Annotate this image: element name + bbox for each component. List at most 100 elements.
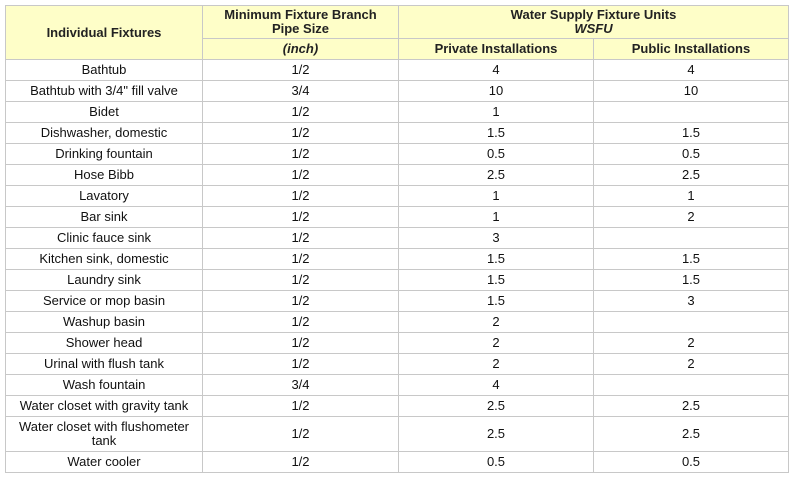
header-pipe-unit: (inch) <box>202 38 399 60</box>
cell-fixture: Shower head <box>5 332 203 354</box>
table-row: Water closet with gravity tank 1/2 2.5 2.5 <box>5 395 789 417</box>
cell-private-wsfu: 2 <box>398 353 594 375</box>
table-row: Bathtub with 3/4" fill valve 3/4 10 10 <box>5 80 789 102</box>
cell-private-wsfu: 10 <box>398 80 594 102</box>
cell-fixture: Dishwasher, domestic <box>5 122 203 144</box>
cell-public-wsfu: 0.5 <box>593 451 789 473</box>
table-row: Water closet with flushometer tank 1/2 2.5… <box>5 416 789 452</box>
cell-private-wsfu: 1.5 <box>398 290 594 312</box>
table-row: Bidet 1/2 1 <box>5 101 789 123</box>
table-row: Wash fountain 3/4 4 <box>5 374 789 396</box>
header-wsfu-line1: Water Supply Fixture Units <box>510 7 677 22</box>
cell-pipe-size: 1/2 <box>202 206 399 228</box>
cell-fixture: Water closet with gravity tank <box>5 395 203 417</box>
cell-pipe-size: 3/4 <box>202 374 399 396</box>
cell-fixture: Bathtub <box>5 59 203 81</box>
table-row: Shower head 1/2 2 2 <box>5 332 789 354</box>
header-public-installations: Public Installations <box>593 38 789 60</box>
cell-fixture: Laundry sink <box>5 269 203 291</box>
cell-private-wsfu: 2 <box>398 311 594 333</box>
cell-public-wsfu <box>593 311 789 333</box>
cell-private-wsfu: 1.5 <box>398 122 594 144</box>
cell-pipe-size: 1/2 <box>202 269 399 291</box>
cell-public-wsfu: 10 <box>593 80 789 102</box>
cell-public-wsfu: 3 <box>593 290 789 312</box>
cell-private-wsfu: 4 <box>398 59 594 81</box>
cell-public-wsfu: 1.5 <box>593 269 789 291</box>
cell-private-wsfu: 1 <box>398 206 594 228</box>
cell-public-wsfu: 2 <box>593 332 789 354</box>
cell-private-wsfu: 0.5 <box>398 451 594 473</box>
cell-private-wsfu: 2.5 <box>398 164 594 186</box>
cell-pipe-size: 3/4 <box>202 80 399 102</box>
cell-public-wsfu <box>593 227 789 249</box>
header-min-branch-pipe-size: Minimum Fixture Branch Pipe Size <box>202 5 399 39</box>
cell-public-wsfu: 2.5 <box>593 164 789 186</box>
cell-private-wsfu: 2.5 <box>398 416 594 452</box>
header-pipe-line1: Minimum Fixture Branch <box>224 7 377 22</box>
cell-public-wsfu: 2 <box>593 353 789 375</box>
cell-pipe-size: 1/2 <box>202 101 399 123</box>
cell-private-wsfu: 1 <box>398 101 594 123</box>
cell-fixture: Lavatory <box>5 185 203 207</box>
cell-fixture: Kitchen sink, domestic <box>5 248 203 270</box>
table-container: Individual Fixtures Minimum Fixture Bran… <box>5 5 789 473</box>
cell-public-wsfu: 2 <box>593 206 789 228</box>
cell-fixture: Bathtub with 3/4" fill valve <box>5 80 203 102</box>
table-body: Bathtub 1/2 4 4 Bathtub with 3/4" fill valve… <box>5 59 789 473</box>
table-row: Dishwasher, domestic 1/2 1.5 1.5 <box>5 122 789 144</box>
cell-pipe-size: 1/2 <box>202 311 399 333</box>
cell-fixture: Bidet <box>5 101 203 123</box>
table-row: Service or mop basin 1/2 1.5 3 <box>5 290 789 312</box>
fixture-units-table: Individual Fixtures Minimum Fixture Bran… <box>5 5 789 473</box>
cell-private-wsfu: 1.5 <box>398 248 594 270</box>
cell-fixture: Urinal with flush tank <box>5 353 203 375</box>
cell-private-wsfu: 2 <box>398 332 594 354</box>
table-row: Kitchen sink, domestic 1/2 1.5 1.5 <box>5 248 789 270</box>
cell-pipe-size: 1/2 <box>202 353 399 375</box>
cell-fixture: Hose Bibb <box>5 164 203 186</box>
cell-public-wsfu <box>593 374 789 396</box>
cell-public-wsfu: 1 <box>593 185 789 207</box>
cell-private-wsfu: 4 <box>398 374 594 396</box>
cell-fixture: Bar sink <box>5 206 203 228</box>
cell-pipe-size: 1/2 <box>202 451 399 473</box>
cell-private-wsfu: 1 <box>398 185 594 207</box>
cell-public-wsfu: 1.5 <box>593 122 789 144</box>
cell-fixture: Water closet with flushometer tank <box>5 416 203 452</box>
cell-fixture: Water cooler <box>5 451 203 473</box>
cell-pipe-size: 1/2 <box>202 164 399 186</box>
table-row: Lavatory 1/2 1 1 <box>5 185 789 207</box>
cell-pipe-size: 1/2 <box>202 227 399 249</box>
cell-pipe-size: 1/2 <box>202 59 399 81</box>
cell-pipe-size: 1/2 <box>202 416 399 452</box>
header-row-top: Individual Fixtures Minimum Fixture Bran… <box>5 5 789 60</box>
cell-pipe-size: 1/2 <box>202 185 399 207</box>
cell-public-wsfu: 4 <box>593 59 789 81</box>
table-row: Urinal with flush tank 1/2 2 2 <box>5 353 789 375</box>
header-individual-fixtures: Individual Fixtures <box>5 5 203 60</box>
table-row: Washup basin 1/2 2 <box>5 311 789 333</box>
cell-public-wsfu: 0.5 <box>593 143 789 165</box>
header-wsfu-line2: WSFU <box>574 21 613 36</box>
header-pipe-line2: Pipe Size <box>271 21 330 36</box>
cell-fixture: Clinic fauce sink <box>5 227 203 249</box>
cell-public-wsfu: 2.5 <box>593 395 789 417</box>
cell-fixture: Service or mop basin <box>5 290 203 312</box>
cell-private-wsfu: 1.5 <box>398 269 594 291</box>
cell-pipe-size: 1/2 <box>202 143 399 165</box>
table-row: Hose Bibb 1/2 2.5 2.5 <box>5 164 789 186</box>
header-wsfu-group: Water Supply Fixture Units WSFU <box>398 5 789 39</box>
header-row-bottom: (inch) Private Installations Public Inst… <box>6 38 789 60</box>
table-row: Water cooler 1/2 0.5 0.5 <box>5 451 789 473</box>
table-header: Individual Fixtures Minimum Fixture Bran… <box>5 5 789 60</box>
table-row: Bathtub 1/2 4 4 <box>5 59 789 81</box>
cell-pipe-size: 1/2 <box>202 332 399 354</box>
cell-pipe-size: 1/2 <box>202 248 399 270</box>
table-row: Bar sink 1/2 1 2 <box>5 206 789 228</box>
cell-pipe-size: 1/2 <box>202 122 399 144</box>
cell-public-wsfu: 1.5 <box>593 248 789 270</box>
header-private-installations: Private Installations <box>398 38 594 60</box>
table-row: Drinking fountain 1/2 0.5 0.5 <box>5 143 789 165</box>
cell-fixture: Washup basin <box>5 311 203 333</box>
